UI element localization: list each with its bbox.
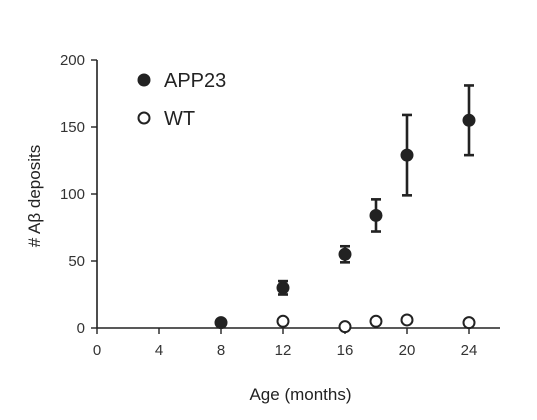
app23-point bbox=[462, 113, 476, 127]
y-tick-label: 200 bbox=[60, 52, 85, 69]
wt-point bbox=[462, 316, 476, 330]
x-tick-label: 24 bbox=[461, 342, 478, 359]
app23-point bbox=[369, 208, 383, 222]
wt-point bbox=[338, 320, 352, 334]
app23-point bbox=[338, 247, 352, 261]
axes bbox=[96, 60, 500, 329]
x-ticks: 0 4 8 12 16 20 24 bbox=[93, 328, 478, 359]
legend-marker-app23 bbox=[137, 73, 151, 87]
legend-marker-wt bbox=[137, 111, 151, 125]
app23-point bbox=[400, 148, 414, 162]
wt-point bbox=[400, 313, 414, 327]
legend-label: WT bbox=[164, 108, 195, 130]
x-tick-label: 20 bbox=[399, 342, 416, 359]
x-tick-label: 0 bbox=[93, 342, 101, 359]
y-tick-label: 0 bbox=[77, 320, 85, 337]
wt-point bbox=[276, 314, 290, 328]
data-points bbox=[214, 113, 476, 334]
y-axis-title: # Aβ deposits bbox=[25, 145, 44, 247]
x-axis-title: Age (months) bbox=[249, 385, 351, 404]
wt-point bbox=[369, 314, 383, 328]
app23-point bbox=[276, 281, 290, 295]
y-ticks: 0 50 100 150 200 bbox=[60, 52, 97, 337]
x-tick-label: 4 bbox=[155, 342, 163, 359]
legend-label: APP23 bbox=[164, 70, 226, 92]
error-bars bbox=[278, 84, 474, 296]
legend: APP23 WT bbox=[137, 70, 226, 130]
x-tick-label: 12 bbox=[275, 342, 292, 359]
x-tick-label: 16 bbox=[337, 342, 354, 359]
y-tick-label: 50 bbox=[68, 253, 85, 270]
y-tick-label: 100 bbox=[60, 186, 85, 203]
app23-point bbox=[214, 316, 228, 330]
y-tick-label: 150 bbox=[60, 119, 85, 136]
x-tick-label: 8 bbox=[217, 342, 225, 359]
